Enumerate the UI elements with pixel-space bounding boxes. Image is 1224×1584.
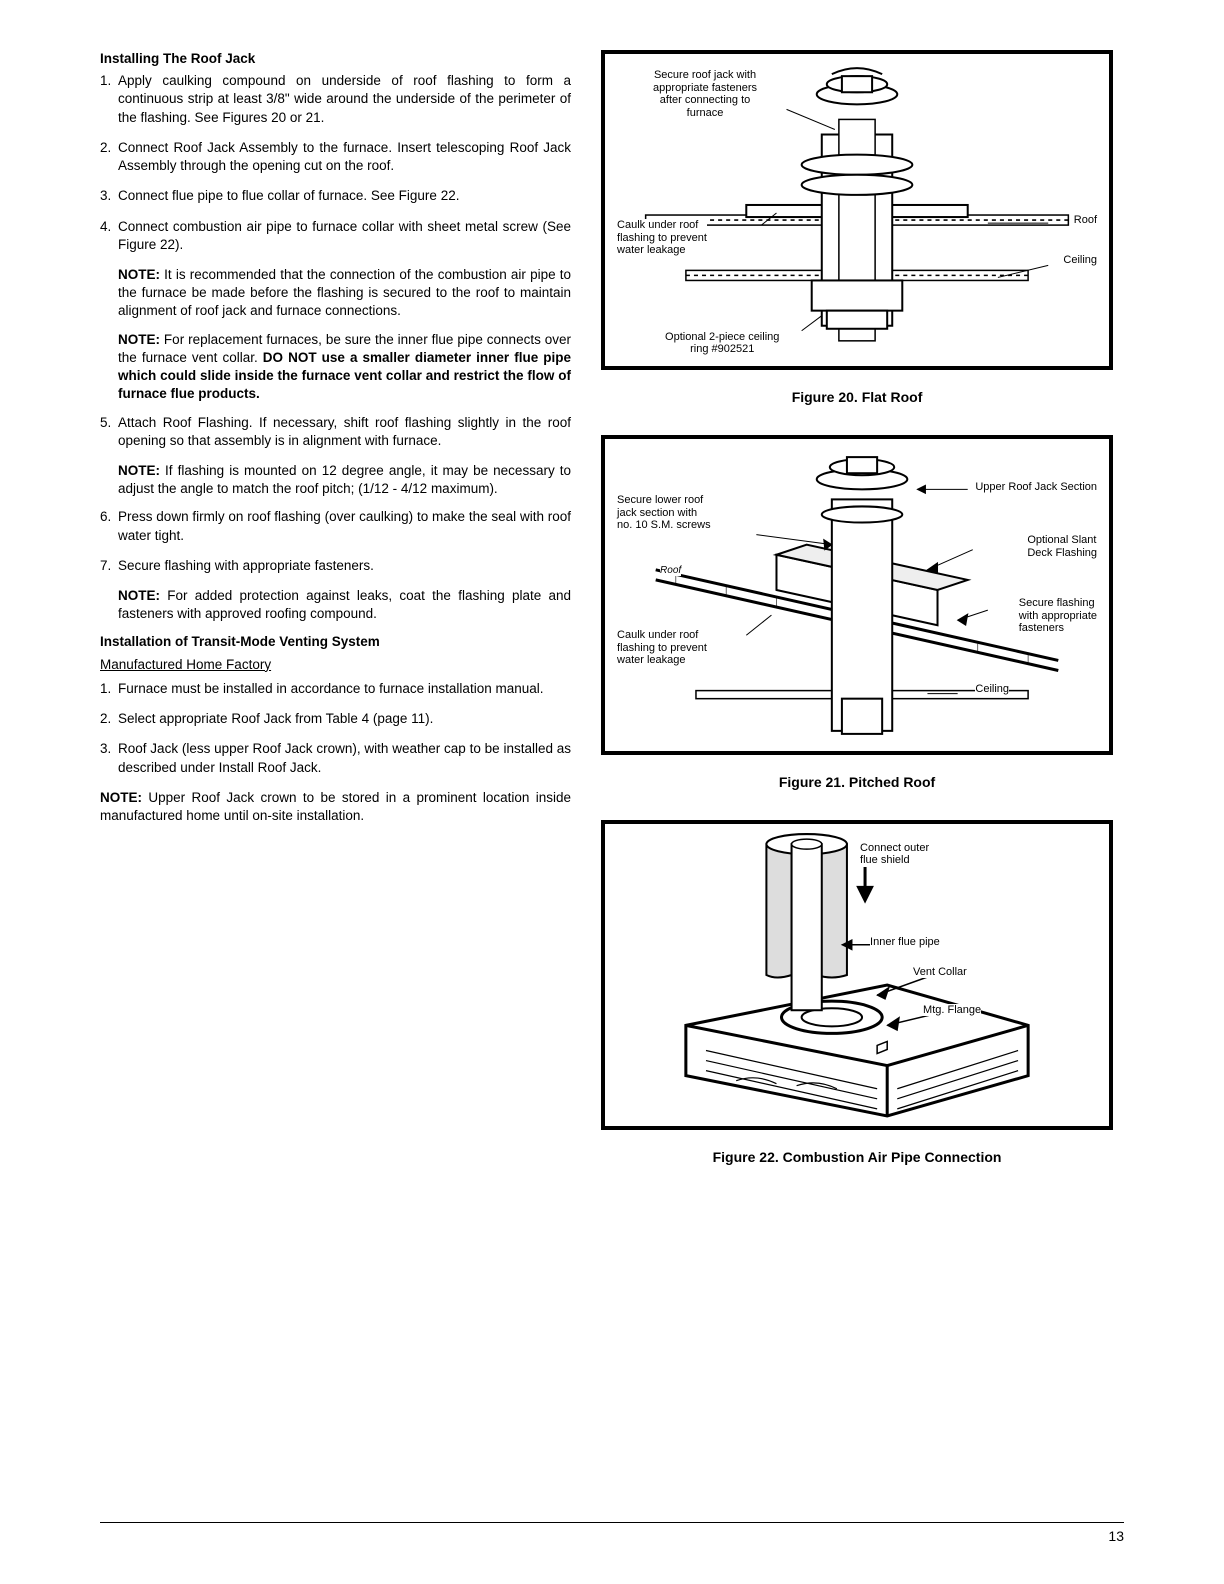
label-caulk-under-roof: Caulk under roofflashing to preventwater… — [617, 219, 707, 257]
note-leaks: NOTE: For added protection against leaks… — [100, 587, 571, 623]
list-install-roof-jack-b: 5.Attach Roof Flashing. If necessary, sh… — [100, 414, 571, 450]
label-roof-small: Roof — [660, 565, 681, 577]
figure-20-caption: Figure 20. Flat Roof — [601, 388, 1113, 407]
label-optional-ring: Optional 2-piece ceilingring #902521 — [665, 331, 779, 356]
page-footer: 13 — [100, 1522, 1124, 1546]
combustion-air-diagram-icon — [605, 824, 1109, 1126]
label-upper-section: Upper Roof Jack Section — [975, 481, 1097, 494]
list-item: 7.Secure flashing with appropriate faste… — [100, 557, 571, 575]
list-install-roof-jack-c: 6.Press down firmly on roof flashing (ov… — [100, 508, 571, 575]
figure-21-pitched-roof: Upper Roof Jack Section Secure lower roo… — [601, 435, 1113, 755]
heading-installing-roof-jack: Installing The Roof Jack — [100, 50, 571, 68]
list-item: 1.Furnace must be installed in accordanc… — [100, 680, 571, 698]
page-content: Installing The Roof Jack 1.Apply caulkin… — [100, 50, 1124, 1185]
list-item: 2.Select appropriate Roof Jack from Tabl… — [100, 710, 571, 728]
list-install-roof-jack-a: 1.Apply caulking compound on underside o… — [100, 72, 571, 254]
list-item: 4.Connect combustion air pipe to furnace… — [100, 218, 571, 254]
left-column: Installing The Roof Jack 1.Apply caulkin… — [100, 50, 571, 1185]
page-number: 13 — [1108, 1528, 1124, 1544]
label-secure-roof-jack: Secure roof jack withappropriate fastene… — [635, 69, 775, 120]
figure-22-caption: Figure 22. Combustion Air Pipe Connectio… — [601, 1148, 1113, 1167]
list-item: 6.Press down firmly on roof flashing (ov… — [100, 508, 571, 544]
label-caulk: Caulk under roofflashing to preventwater… — [617, 629, 707, 667]
label-roof: Roof — [1074, 214, 1097, 227]
list-item: 3.Roof Jack (less upper Roof Jack crown)… — [100, 740, 571, 776]
heading-transit-mode: Installation of Transit-Mode Venting Sys… — [100, 633, 571, 651]
label-optional-slant: Optional SlantDeck Flashing — [1027, 534, 1097, 559]
list-item: 2.Connect Roof Jack Assembly to the furn… — [100, 139, 571, 175]
list-item: 3.Connect flue pipe to flue collar of fu… — [100, 187, 571, 205]
label-secure-flashing: Secure flashingwith appropriatefasteners — [1019, 597, 1097, 635]
note-angle: NOTE: If flashing is mounted on 12 degre… — [100, 462, 571, 498]
figure-21-caption: Figure 21. Pitched Roof — [601, 773, 1113, 792]
label-vent-collar: Vent Collar — [913, 966, 967, 979]
label-inner-flue: Inner flue pipe — [870, 936, 940, 949]
list-transit-mode: 1.Furnace must be installed in accordanc… — [100, 680, 571, 777]
figure-22-combustion-air: Connect outerflue shield Inner flue pipe… — [601, 820, 1113, 1130]
label-connect-outer: Connect outerflue shield — [860, 842, 929, 867]
figure-20-flat-roof: Secure roof jack withappropriate fastene… — [601, 50, 1113, 370]
label-mtg-flange: Mtg. Flange — [923, 1004, 981, 1017]
subheading-factory: Manufactured Home Factory — [100, 656, 571, 674]
label-secure-lower: Secure lower roofjack section withno. 10… — [617, 494, 711, 532]
note-crown-storage: NOTE: Upper Roof Jack crown to be stored… — [100, 789, 571, 825]
label-ceiling-pitched: Ceiling — [975, 683, 1009, 696]
label-ceiling: Ceiling — [1063, 254, 1097, 267]
list-item: 1.Apply caulking compound on underside o… — [100, 72, 571, 127]
note-replacement: NOTE: For replacement furnaces, be sure … — [100, 331, 571, 404]
list-item: 5.Attach Roof Flashing. If necessary, sh… — [100, 414, 571, 450]
right-column: Secure roof jack withappropriate fastene… — [601, 50, 1113, 1185]
note-connection: NOTE: It is recommended that the connect… — [100, 266, 571, 321]
